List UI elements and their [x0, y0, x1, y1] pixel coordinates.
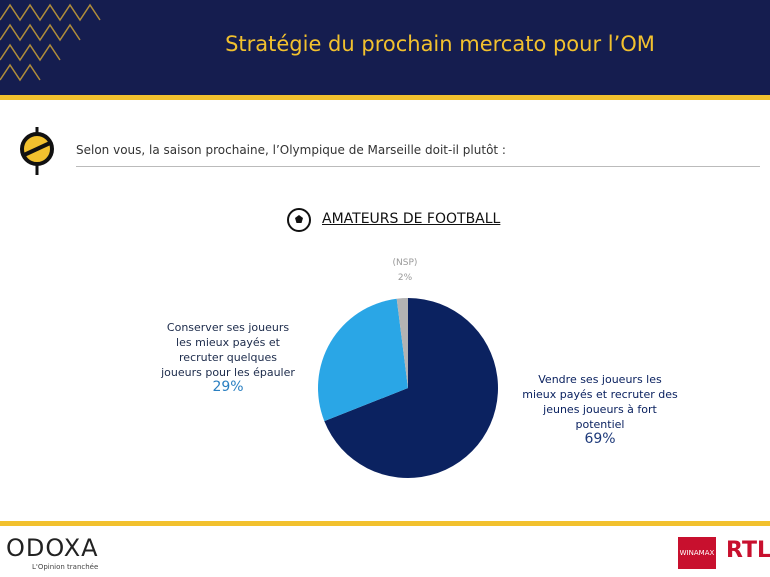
slide-title: Stratégie du prochain mercato pour l’OM: [225, 32, 655, 56]
header-rule: [0, 95, 770, 100]
header-decoration: [0, 3, 101, 82]
chart-title: AMATEURS DE FOOTBALL: [322, 211, 501, 227]
footer-tagline: L'Opinion tranchée: [32, 563, 99, 571]
slice-label: (NSP) 2%: [370, 256, 440, 286]
header-band: [0, 0, 770, 95]
slice-value: 69%: [584, 431, 616, 447]
pie-slice: [318, 298, 408, 422]
pie-slice: [324, 298, 498, 479]
footer-rule: [0, 521, 770, 526]
football-icon: [287, 208, 311, 232]
slice-category: (NSP): [392, 258, 418, 268]
partner-logo: RTL: [726, 538, 770, 563]
question: Selon vous, la saison prochaine, l’Olymp…: [76, 143, 506, 157]
pie-slice: [396, 298, 408, 388]
slice-category: Vendre ses joueurs les mieux payés et re…: [522, 373, 678, 431]
slice-value: 29%: [212, 379, 244, 395]
slice-value: 2%: [397, 273, 413, 283]
question-icon: [20, 127, 54, 175]
slice-label: Vendre ses joueurs les mieux payés et re…: [520, 372, 680, 447]
question-rule: [76, 166, 760, 167]
partner-logo: WINAMAX: [678, 537, 716, 569]
footer-logo: ODOXA: [6, 534, 99, 562]
slice-category: Conserver ses joueurs les mieux payés et…: [161, 321, 295, 379]
slice-label: Conserver ses joueurs les mieux payés et…: [158, 320, 298, 395]
